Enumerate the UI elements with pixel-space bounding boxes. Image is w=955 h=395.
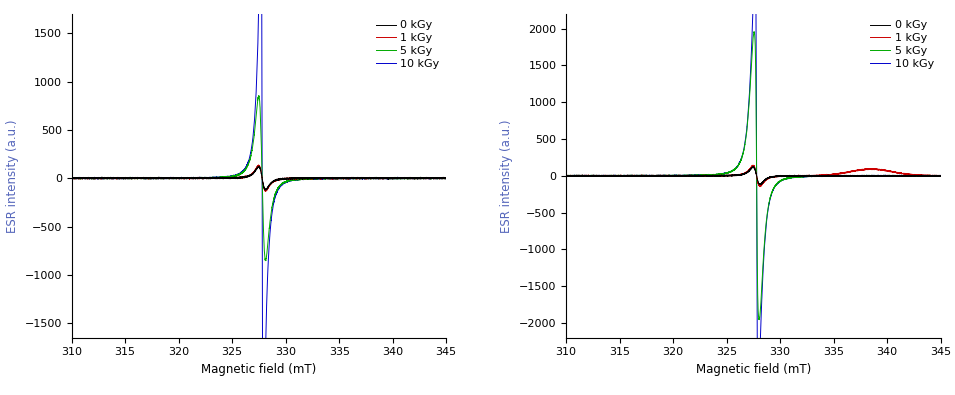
10 kGy [580, 173, 591, 178]
0 kGy [742, 170, 753, 175]
10 kGy [742, 119, 753, 124]
10 kGy [561, 173, 572, 178]
X-axis label: Magnetic field (mT): Magnetic field (mT) [202, 363, 316, 376]
10 kGy [814, 174, 825, 179]
0 kGy [748, 164, 759, 169]
1 kGy [207, 175, 219, 180]
Line: 0 kGy: 0 kGy [566, 167, 941, 185]
5 kGy [207, 176, 219, 181]
5 kGy [935, 173, 946, 178]
5 kGy [247, 142, 259, 147]
5 kGy [164, 177, 176, 181]
5 kGy [814, 174, 825, 179]
10 kGy [247, 134, 259, 139]
1 kGy [86, 175, 97, 180]
1 kGy [260, 189, 271, 194]
5 kGy [742, 122, 753, 127]
5 kGy [86, 176, 97, 181]
5 kGy [702, 173, 713, 178]
10 kGy [86, 176, 97, 181]
1 kGy [814, 173, 825, 177]
10 kGy [658, 174, 669, 179]
X-axis label: Magnetic field (mT): Magnetic field (mT) [696, 363, 811, 376]
Legend: 0 kGy, 1 kGy, 5 kGy, 10 kGy: 0 kGy, 1 kGy, 5 kGy, 10 kGy [869, 19, 935, 70]
10 kGy [440, 176, 452, 181]
0 kGy [935, 173, 946, 178]
0 kGy [247, 171, 259, 176]
1 kGy [319, 176, 330, 181]
5 kGy [440, 175, 452, 180]
1 kGy [935, 173, 946, 178]
0 kGy [66, 175, 77, 180]
0 kGy [260, 188, 271, 192]
0 kGy [207, 176, 219, 181]
5 kGy [215, 175, 226, 179]
1 kGy [580, 173, 591, 178]
10 kGy [207, 175, 219, 179]
0 kGy [319, 176, 330, 181]
5 kGy [753, 317, 765, 322]
10 kGy [66, 176, 77, 181]
0 kGy [86, 177, 97, 181]
10 kGy [710, 172, 721, 177]
1 kGy [710, 173, 721, 178]
10 kGy [935, 174, 946, 179]
10 kGy [215, 175, 226, 180]
1 kGy [253, 163, 265, 167]
5 kGy [580, 174, 591, 179]
1 kGy [561, 173, 572, 178]
Line: 0 kGy: 0 kGy [72, 166, 446, 190]
10 kGy [164, 176, 176, 181]
Line: 10 kGy: 10 kGy [72, 0, 446, 395]
Line: 10 kGy: 10 kGy [566, 0, 941, 395]
Legend: 0 kGy, 1 kGy, 5 kGy, 10 kGy: 0 kGy, 1 kGy, 5 kGy, 10 kGy [374, 19, 440, 70]
5 kGy [749, 29, 760, 34]
0 kGy [702, 173, 713, 178]
0 kGy [658, 174, 669, 179]
0 kGy [814, 174, 825, 179]
0 kGy [580, 173, 591, 178]
1 kGy [742, 169, 753, 174]
10 kGy [702, 173, 713, 178]
0 kGy [710, 174, 721, 179]
5 kGy [710, 172, 721, 177]
5 kGy [561, 173, 572, 178]
1 kGy [754, 184, 766, 189]
1 kGy [215, 176, 226, 181]
0 kGy [440, 176, 452, 181]
1 kGy [440, 176, 452, 181]
5 kGy [66, 176, 77, 181]
5 kGy [658, 173, 669, 178]
0 kGy [754, 182, 766, 187]
5 kGy [260, 258, 271, 263]
5 kGy [253, 93, 265, 98]
Line: 5 kGy: 5 kGy [72, 96, 446, 261]
1 kGy [164, 177, 176, 181]
1 kGy [702, 173, 713, 178]
0 kGy [215, 176, 226, 181]
0 kGy [164, 176, 176, 181]
5 kGy [319, 176, 330, 181]
1 kGy [66, 176, 77, 181]
1 kGy [658, 173, 669, 178]
Line: 1 kGy: 1 kGy [72, 165, 446, 191]
0 kGy [561, 174, 572, 179]
Line: 5 kGy: 5 kGy [566, 32, 941, 320]
1 kGy [747, 163, 758, 167]
1 kGy [247, 171, 259, 175]
Y-axis label: ESR intensity (a.u.): ESR intensity (a.u.) [6, 119, 19, 233]
0 kGy [253, 164, 265, 169]
Y-axis label: ESR intensity (a.u.): ESR intensity (a.u.) [500, 119, 513, 233]
10 kGy [319, 175, 330, 180]
Line: 1 kGy: 1 kGy [566, 165, 941, 187]
